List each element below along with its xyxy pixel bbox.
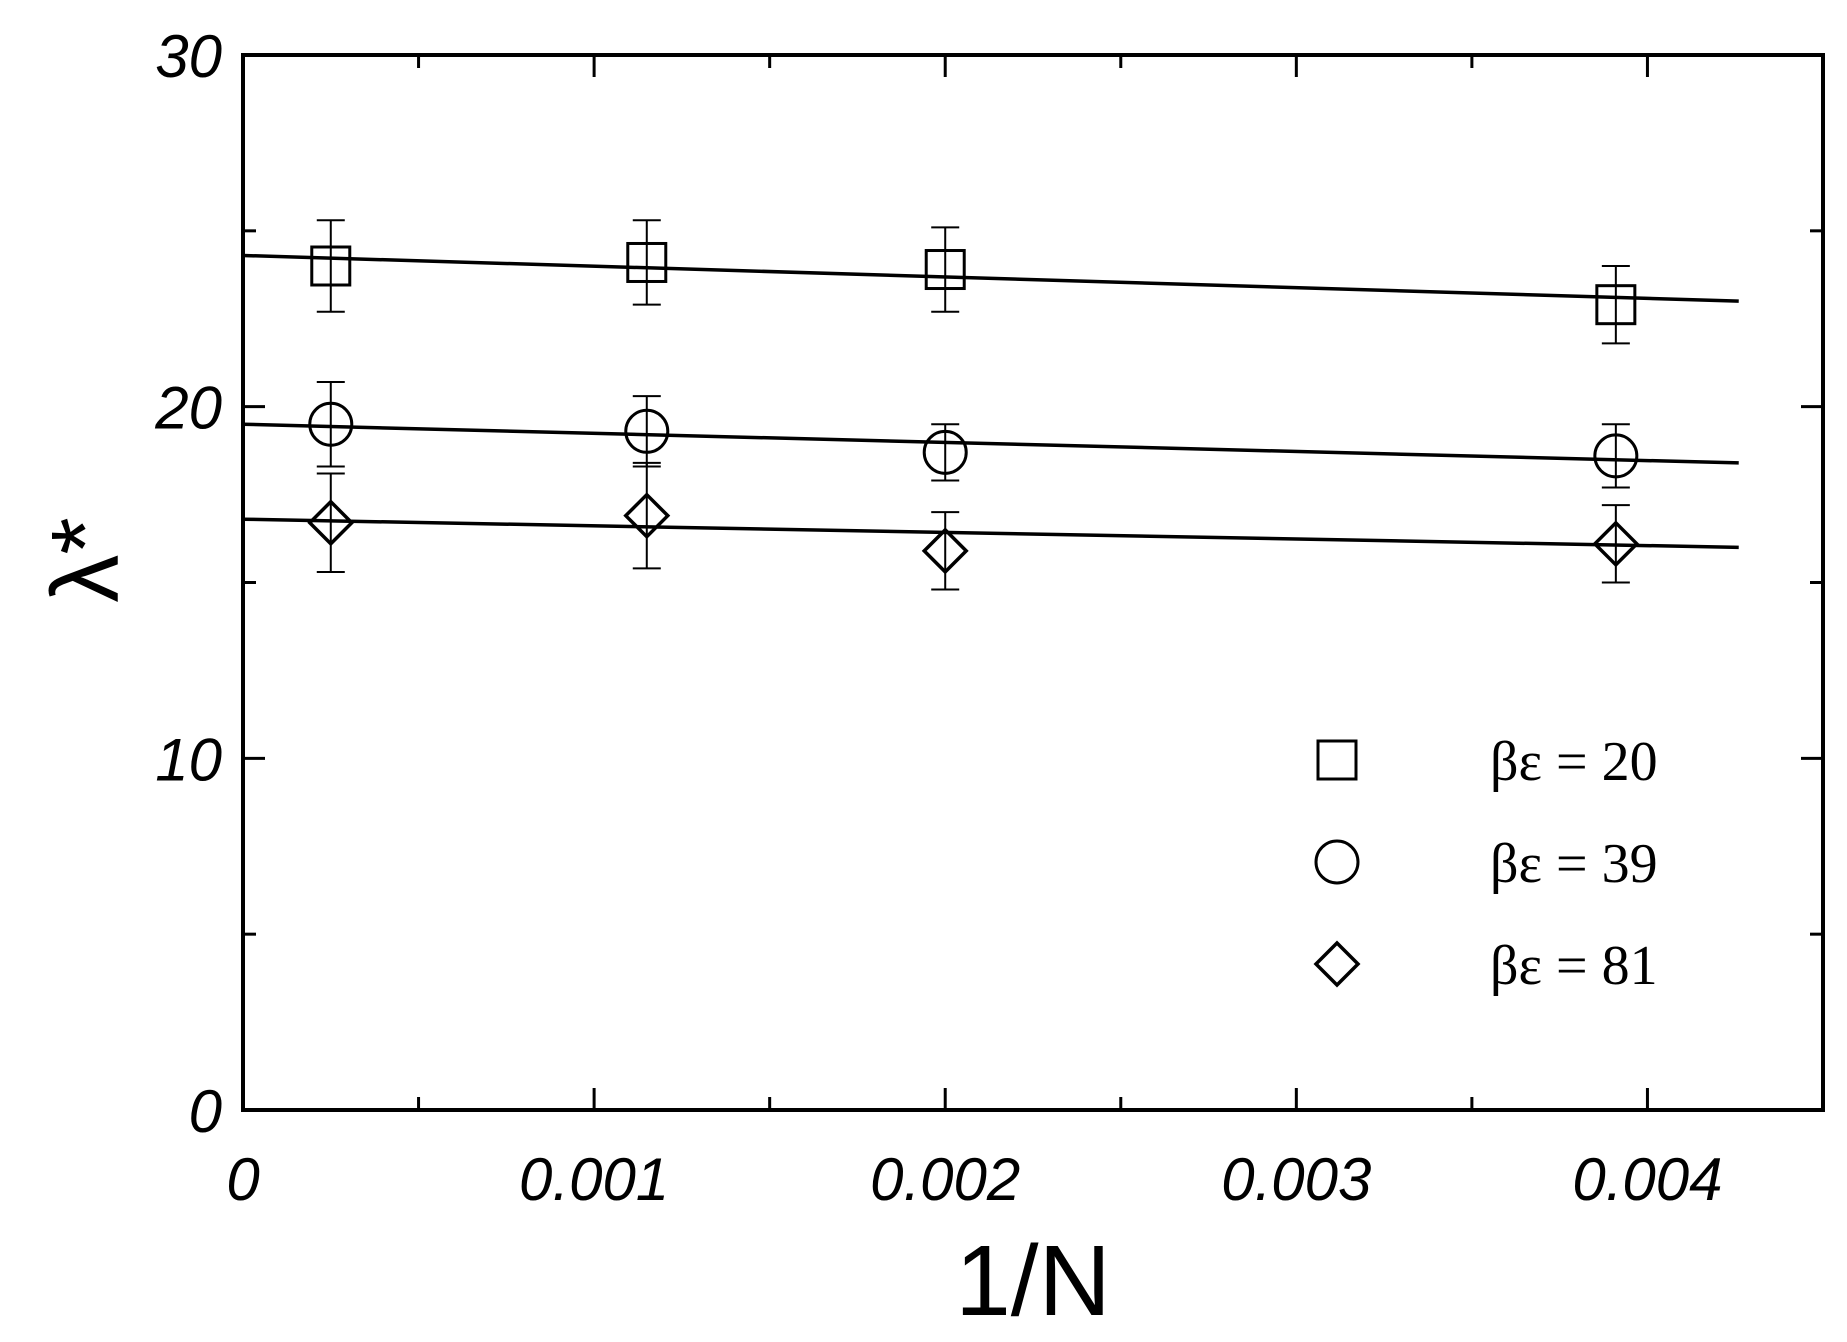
- data-point: [924, 249, 966, 291]
- fit-lines: [242, 253, 1739, 550]
- data-point: [623, 492, 671, 540]
- fit-line: [242, 422, 1739, 465]
- y-tick-label: 30: [155, 23, 222, 90]
- data-point: [626, 241, 668, 283]
- x-tick-label: 0.002: [870, 1146, 1020, 1213]
- data-point: [1595, 284, 1637, 326]
- data-point: [310, 245, 352, 287]
- data-point: [308, 401, 354, 447]
- data-point: [922, 429, 968, 475]
- data-point: [1593, 433, 1639, 479]
- x-tick-label: 0.001: [519, 1146, 669, 1213]
- data-point: [307, 499, 355, 547]
- x-tick-label: 0.004: [1572, 1146, 1722, 1213]
- x-tick-label: 0.003: [1221, 1146, 1371, 1213]
- y-tick-label: 0: [189, 1078, 222, 1145]
- legend-label: βε = 39: [1490, 833, 1658, 895]
- x-tick-label: 0: [226, 1146, 259, 1213]
- legend-marker: [1316, 739, 1358, 781]
- x-axis-title: 1/N: [955, 1225, 1111, 1337]
- legend-marker: [1313, 940, 1361, 988]
- y-tick-label: 20: [154, 375, 222, 442]
- axis-ticks: [241, 53, 1825, 1112]
- data-point: [624, 408, 670, 454]
- y-tick-label: 10: [155, 726, 222, 793]
- axis-tick-labels: 0 0.001 0.002 0.003 0.004 0 10 20 30: [154, 23, 1722, 1213]
- error-bars: [316, 219, 1630, 591]
- data-point: [921, 527, 969, 575]
- legend-marker: [1314, 839, 1360, 885]
- legend-label: βε = 20: [1490, 731, 1658, 793]
- y-axis-title: λ*: [32, 517, 139, 602]
- legend-label: βε = 81: [1490, 935, 1658, 997]
- fit-line: [242, 517, 1739, 550]
- fit-line: [242, 253, 1739, 303]
- legend: βε = 20 βε = 39 βε = 81: [1313, 731, 1658, 997]
- data-markers: [307, 241, 1640, 575]
- data-point: [1592, 520, 1640, 568]
